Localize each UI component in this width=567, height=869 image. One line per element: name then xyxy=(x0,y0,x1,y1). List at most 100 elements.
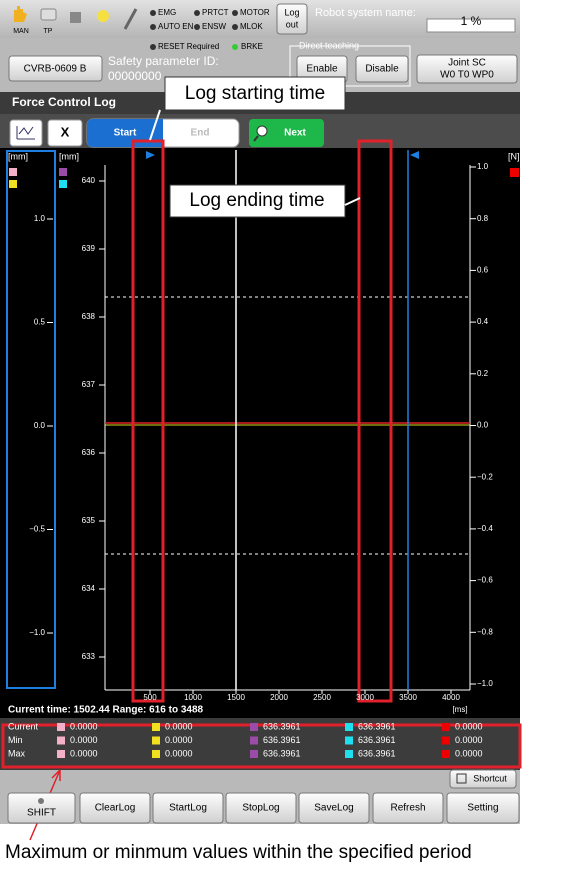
minmax-highlight xyxy=(1,723,522,769)
footer-button-label: StartLog xyxy=(169,803,207,814)
tp-icon xyxy=(40,8,57,21)
graph-icon xyxy=(16,126,35,140)
x-tick-label: 500 xyxy=(143,693,157,702)
row-label: Min xyxy=(8,735,23,745)
status-led xyxy=(150,10,156,16)
end-marker[interactable] xyxy=(410,151,419,159)
footer-button[interactable] xyxy=(372,792,444,824)
status-led xyxy=(232,24,238,30)
value-cell: 0.0000 xyxy=(70,748,98,758)
value-swatch xyxy=(152,723,160,731)
disable-label: Disable xyxy=(365,64,399,75)
speed-bar xyxy=(426,18,516,33)
footer-button-label: SHIFT xyxy=(27,808,56,819)
start-marker[interactable] xyxy=(146,151,155,159)
footer-button[interactable] xyxy=(7,792,76,824)
y2-tick-label: −1.0 xyxy=(477,679,493,688)
shortcut-label: Shortcut xyxy=(473,773,507,783)
close-button[interactable] xyxy=(47,119,83,147)
next-label: Next xyxy=(284,128,306,139)
footer-button-label: SaveLog xyxy=(314,803,353,814)
value-swatch xyxy=(152,736,160,745)
callout-pointer xyxy=(149,109,161,141)
footer-button[interactable] xyxy=(79,792,151,824)
footer-button[interactable] xyxy=(298,792,370,824)
value-cell: 636.3961 xyxy=(263,721,301,731)
y2-tick-label: 0.2 xyxy=(477,369,489,378)
close-label: X xyxy=(61,124,70,139)
status-led xyxy=(194,24,200,30)
end-label: End xyxy=(191,128,210,139)
axis-unit: [ms] xyxy=(452,705,467,714)
stop-icon xyxy=(70,12,81,23)
y2-tick-label: −0.8 xyxy=(477,627,493,636)
value-swatch xyxy=(345,736,353,745)
footer-button[interactable] xyxy=(446,792,520,824)
value-cell: 0.0000 xyxy=(455,721,483,731)
y2-tick-label: 0.0 xyxy=(477,421,489,430)
coord-button[interactable] xyxy=(416,54,518,84)
footer-button[interactable] xyxy=(225,792,297,824)
logout-button[interactable] xyxy=(276,3,308,35)
row-label: Max xyxy=(8,748,26,758)
brake-led xyxy=(232,44,238,50)
x-tick-label: 4000 xyxy=(442,693,460,702)
value-cell: 636.3961 xyxy=(263,735,301,745)
footer-button-label: StopLog xyxy=(242,803,279,814)
y-tick-label: 634 xyxy=(82,584,96,593)
end-highlight xyxy=(357,139,393,703)
value-swatch xyxy=(250,750,258,758)
direct-teaching-label: Direct teaching xyxy=(299,40,359,50)
value-cell: 0.0000 xyxy=(70,721,98,731)
end-callout xyxy=(169,184,346,218)
y-tick-label: 635 xyxy=(82,516,96,525)
x-tick-label: 2000 xyxy=(270,693,288,702)
callout-text: Maximum or minmum values within the spec… xyxy=(5,842,472,863)
next-button[interactable] xyxy=(249,119,324,147)
start-callout xyxy=(164,76,346,111)
axis-unit: [N] xyxy=(508,151,520,161)
y2-tick-label: 0.6 xyxy=(477,266,489,275)
table-mask xyxy=(0,718,520,723)
value-cell: 0.0000 xyxy=(70,735,98,745)
value-cell: 0.0000 xyxy=(455,735,483,745)
value-swatch xyxy=(250,723,258,731)
value-swatch xyxy=(152,750,160,758)
y-tick-label: 640 xyxy=(82,176,96,185)
legend-swatch xyxy=(59,168,67,176)
reset-led xyxy=(150,44,156,50)
status-label: MLOK xyxy=(240,22,263,31)
y-tick-label: −1.0 xyxy=(29,628,45,637)
logout-label: Log xyxy=(284,7,299,17)
value-swatch xyxy=(345,723,353,731)
y-tick-label: 0.0 xyxy=(34,421,46,430)
y-tick-label: 633 xyxy=(82,652,96,661)
speed-label: 1 % xyxy=(461,14,482,28)
model-button[interactable] xyxy=(8,55,103,82)
value-cell: 0.0000 xyxy=(165,748,193,758)
hand-icon xyxy=(14,6,27,22)
footer-button-label: Refresh xyxy=(390,803,425,814)
axis-unit: [mm] xyxy=(8,151,28,161)
footer-button-label: Setting xyxy=(467,803,498,814)
brake-label: BRKE xyxy=(241,42,263,51)
wrench-icon xyxy=(123,8,138,30)
y2-tick-label: 1.0 xyxy=(477,162,489,171)
left-panel xyxy=(6,150,56,689)
footer-button[interactable] xyxy=(152,792,224,824)
graph-button[interactable] xyxy=(9,119,43,147)
value-cell: 636.3961 xyxy=(263,748,301,758)
callout-text: Log ending time xyxy=(189,190,324,211)
value-swatch xyxy=(57,750,65,758)
x-tick-label: 1000 xyxy=(184,693,202,702)
mode-label: TP xyxy=(44,28,53,35)
direct-teaching-group xyxy=(289,45,411,87)
row-label: Current xyxy=(8,721,39,731)
y2-tick-label: 0.4 xyxy=(477,317,489,326)
search-icon-handle xyxy=(253,135,259,142)
robot-system-label: Robot system name: xyxy=(315,7,416,19)
disable-button[interactable] xyxy=(355,55,409,83)
x-tick-label: 3500 xyxy=(399,693,417,702)
y2-tick-label: −0.4 xyxy=(477,524,493,533)
status-label: PRTCT xyxy=(202,8,229,17)
